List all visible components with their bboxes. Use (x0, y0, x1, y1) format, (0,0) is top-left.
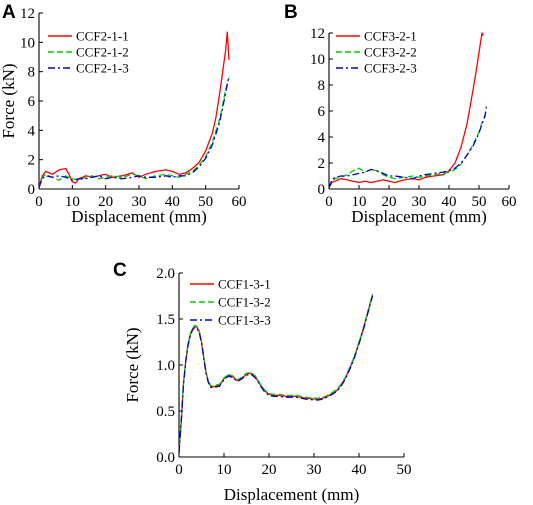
x-tick-label: 20 (98, 194, 113, 210)
legend-label: CCF2-1-3 (76, 61, 129, 76)
legend-label: CCF3-2-1 (364, 29, 417, 44)
y-tick-label: 10 (310, 52, 325, 68)
x-tick-label: 50 (198, 194, 213, 210)
legend-label: CCF3-2-2 (364, 45, 417, 60)
x-tick-label: 30 (412, 194, 427, 210)
x-tick-label: 30 (307, 462, 322, 478)
series-line-ccf1-3-1 (178, 294, 374, 453)
legend-label: CCF1-3-2 (218, 295, 271, 310)
x-tick-label: 20 (262, 462, 277, 478)
series-line-ccf3-2-3 (328, 105, 488, 188)
x-tick-label: 10 (217, 462, 232, 478)
x-tick-label: 0 (325, 194, 333, 210)
panel-label: A (2, 2, 16, 23)
y-tick-label: 0.5 (156, 404, 175, 420)
legend-label: CCF3-2-3 (364, 61, 417, 76)
y-tick-label: 1.0 (156, 358, 175, 374)
x-tick-label: 0 (175, 462, 183, 478)
y-tick-label: 6 (318, 104, 326, 120)
chart-panel-a: A 0 10 20 30 40 50 60 0 2 4 6 8 10 12 Displacement (mm)… (0, 2, 247, 226)
y-tick-label: 4 (318, 130, 326, 146)
x-axis-title: Displacement (mm) (224, 485, 360, 504)
x-tick-label: 10 (65, 194, 80, 210)
x-tick-label: 60 (232, 194, 247, 210)
series-line-ccf1-3-2 (178, 294, 374, 453)
y-axis-title: Force (kN) (0, 63, 18, 138)
x-tick-label: 40 (352, 462, 367, 478)
x-tick-label: 50 (472, 194, 487, 210)
series-line-ccf3-2-2 (328, 114, 486, 188)
legend-label: CCF1-3-1 (218, 277, 271, 292)
y-tick-label: 2.0 (156, 266, 175, 282)
panel-label: B (284, 2, 298, 23)
x-axis-title: Displacement (mm) (351, 207, 487, 226)
series-line-ccf2-1-3 (38, 75, 230, 188)
y-tick-label: 0.0 (156, 450, 175, 466)
x-tick-label: 20 (382, 194, 397, 210)
x-tick-label: 40 (165, 194, 180, 210)
y-tick-label: 6 (28, 94, 36, 110)
x-axis-title: Displacement (mm) (71, 207, 207, 226)
y-tick-label: 10 (20, 35, 35, 51)
panel-label: C (113, 260, 127, 281)
x-tick-label: 0 (35, 194, 43, 210)
y-tick-label: 2 (28, 153, 36, 169)
x-tick-label: 40 (442, 194, 457, 210)
legend-label: CCF1-3-3 (218, 313, 271, 328)
y-tick-label: 0 (28, 182, 36, 198)
x-tick-label: 60 (502, 194, 517, 210)
y-tick-label: 1.5 (156, 312, 175, 328)
legend-label: CCF2-1-1 (76, 29, 129, 44)
x-tick-label: 50 (397, 462, 412, 478)
y-tick-label: 0 (318, 182, 326, 198)
y-axis-title: Force (kN) (123, 327, 142, 402)
y-tick-label: 8 (318, 78, 326, 94)
y-tick-label: 2 (318, 156, 326, 172)
chart-panel-c: C 0 10 20 30 40 50 0.0 0.5 1.0 1.5 2.0 Displacement … (113, 260, 412, 504)
chart-panel-b: B 0 10 20 30 40 50 60 0 2 4 6 8 10 12 Displacement (mm)… (284, 2, 517, 226)
y-tick-label: 12 (310, 26, 325, 42)
legend-label: CCF2-1-2 (76, 45, 129, 60)
y-tick-label: 12 (20, 6, 35, 22)
x-tick-label: 10 (352, 194, 367, 210)
x-tick-label: 30 (132, 194, 147, 210)
y-tick-label: 8 (28, 65, 36, 81)
y-tick-label: 4 (28, 123, 36, 139)
